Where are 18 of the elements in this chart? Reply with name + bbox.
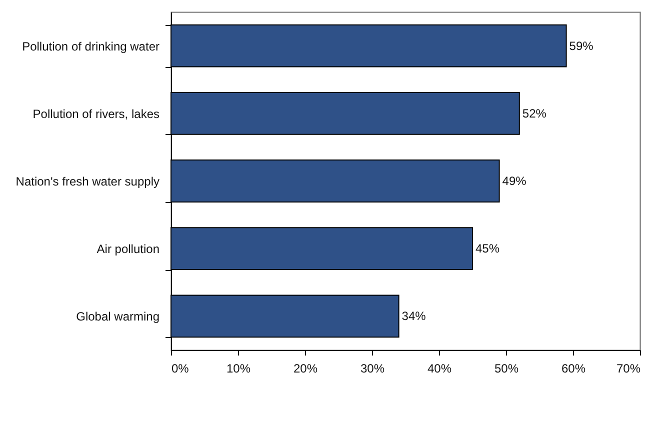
- x-tick-label: 20%: [293, 362, 318, 376]
- x-tick-label: 40%: [427, 362, 452, 376]
- data-label: 52%: [522, 106, 547, 120]
- y-tick-label: Global warming: [76, 310, 160, 324]
- x-tick-label: 10%: [226, 362, 251, 376]
- x-tick-label: 50%: [494, 362, 519, 376]
- y-tick-label: Pollution of drinking water: [22, 39, 160, 54]
- x-tick-label: 70%: [616, 362, 641, 376]
- x-tick-label: 60%: [561, 362, 586, 376]
- x-tick-label: 0%: [172, 362, 190, 376]
- data-label: 59%: [569, 38, 594, 53]
- y-tick-label: Air pollution: [96, 242, 160, 256]
- data-label: 45%: [476, 242, 500, 256]
- y-tick-label: Nation's fresh water supply: [16, 174, 160, 188]
- x-tick-label: 30%: [360, 362, 385, 376]
- data-label: 49%: [502, 174, 527, 188]
- data-label: 34%: [402, 309, 426, 324]
- y-tick-label: Pollution of rivers, lakes: [32, 106, 160, 121]
